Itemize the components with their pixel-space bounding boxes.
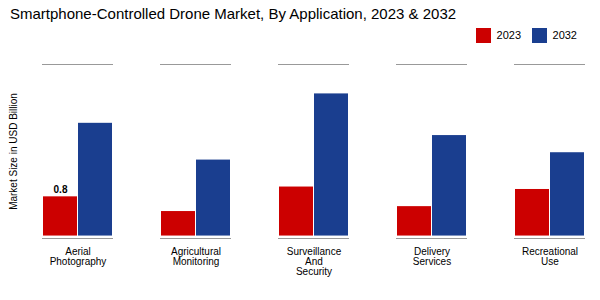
svg-text:RecreationalUse: RecreationalUse: [522, 246, 578, 267]
svg-text:0.8: 0.8: [54, 184, 68, 195]
svg-text:AerialPhotography: AerialPhotography: [50, 246, 107, 267]
html-text:2032: 2032: [552, 29, 577, 42]
svg-text:SurveillanceAndSecurity: SurveillanceAndSecurity: [287, 246, 342, 277]
svg-text:AgriculturalMonitoring: AgriculturalMonitoring: [171, 246, 221, 267]
svg-text:DeliveryServices: DeliveryServices: [413, 246, 451, 267]
html-text:2023: 2023: [496, 29, 521, 42]
svg-text:Market Size in USD Billion: Market Size in USD Billion: [8, 93, 19, 210]
html-text:Smartphone-Controlled Drone Ma: Smartphone-Controlled Drone Market, By A…: [10, 5, 457, 22]
